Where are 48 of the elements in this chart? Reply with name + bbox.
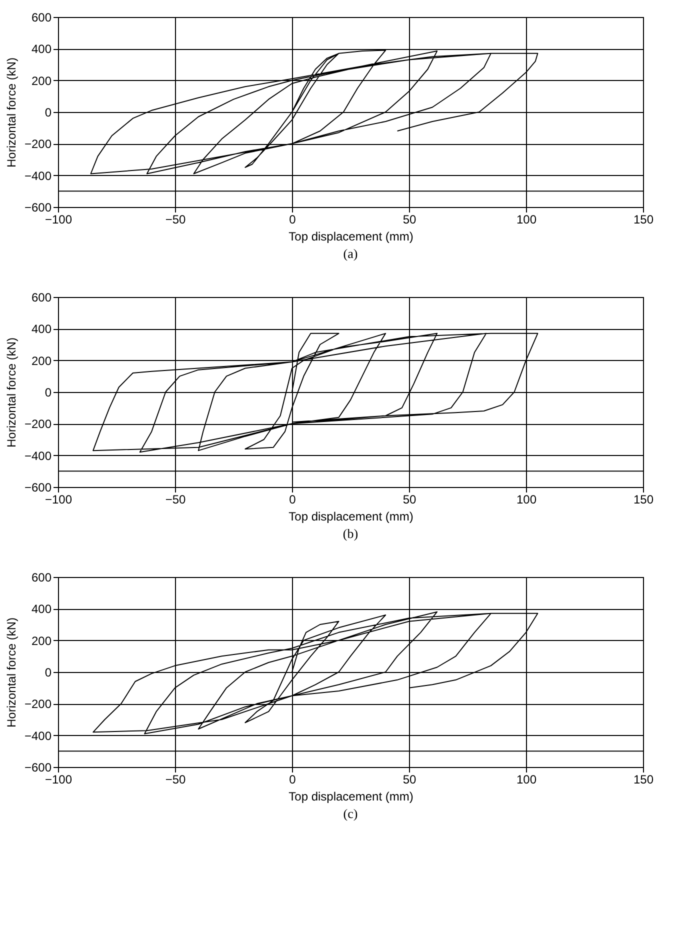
y-tick-label: 400	[31, 42, 52, 56]
y-tick-label: 200	[31, 354, 52, 368]
x-axis-title: Top displacement (mm)	[288, 230, 414, 244]
x-tick-label: 50	[402, 212, 416, 226]
x-tick-label: 0	[289, 492, 296, 506]
x-axis-title: Top displacement (mm)	[288, 510, 414, 524]
y-tick-label: −400	[24, 168, 52, 183]
text: (b)	[342, 526, 358, 541]
text: (a)	[343, 246, 358, 261]
y-axis-title: Horizontal force (kN)	[4, 337, 18, 448]
x-tick-label: 150	[633, 212, 654, 226]
y-tick-label: 0	[44, 386, 52, 400]
y-tick-label: 200	[31, 634, 52, 648]
y-axis-title: Horizontal force (kN)	[4, 617, 18, 728]
x-tick-label: −100	[44, 492, 72, 506]
x-tick-label: 0	[289, 772, 296, 786]
y-tick-label: −400	[24, 728, 52, 743]
y-tick-label: 600	[31, 570, 52, 584]
x-tick-label: 150	[633, 492, 654, 506]
x-tick-label: −100	[44, 212, 72, 226]
y-tick-label: 400	[31, 602, 52, 616]
y-tick-label: −600	[24, 480, 52, 494]
x-tick-label: 50	[402, 772, 416, 786]
y-tick-label: 600	[31, 290, 52, 304]
x-tick-label: 100	[516, 772, 537, 786]
y-tick-label: −600	[24, 760, 52, 774]
y-tick-label: −200	[24, 697, 52, 712]
x-tick-label: 0	[289, 212, 296, 226]
y-tick-label: −600	[24, 200, 52, 214]
x-tick-label: −50	[165, 212, 186, 226]
y-tick-label: 0	[44, 666, 52, 680]
y-axis-title: Horizontal force (kN)	[4, 57, 18, 168]
y-tick-label: 400	[31, 322, 52, 336]
x-tick-label: 50	[402, 492, 416, 506]
text: (c)	[343, 806, 358, 821]
x-tick-label: 100	[516, 212, 537, 226]
y-tick-label: 600	[31, 10, 52, 24]
x-tick-label: −50	[165, 492, 186, 506]
y-tick-label: −200	[24, 137, 52, 152]
x-tick-label: −50	[165, 772, 186, 786]
x-tick-label: 100	[516, 492, 537, 506]
x-axis-title: Top displacement (mm)	[288, 790, 414, 804]
y-tick-label: 200	[31, 74, 52, 88]
y-tick-label: 0	[44, 106, 52, 120]
x-tick-label: 150	[633, 772, 654, 786]
y-tick-label: −200	[24, 417, 52, 432]
x-tick-label: −100	[44, 772, 72, 786]
y-tick-label: −400	[24, 448, 52, 463]
